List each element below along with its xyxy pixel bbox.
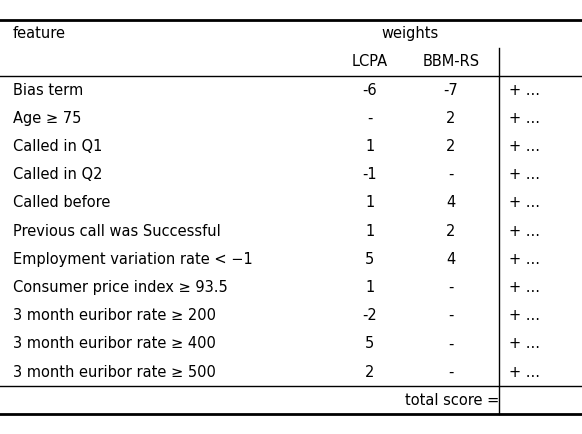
Text: 4: 4 bbox=[446, 252, 456, 267]
Text: -: - bbox=[448, 167, 454, 182]
Text: -: - bbox=[367, 111, 372, 126]
Text: Age ≥ 75: Age ≥ 75 bbox=[13, 111, 81, 126]
Text: BBM-RS: BBM-RS bbox=[423, 54, 480, 69]
Text: -1: -1 bbox=[362, 167, 377, 182]
Text: feature: feature bbox=[13, 26, 66, 41]
Text: Bias term: Bias term bbox=[13, 82, 83, 98]
Text: + ...: + ... bbox=[509, 308, 540, 323]
Text: 1: 1 bbox=[365, 195, 374, 210]
Text: + ...: + ... bbox=[509, 82, 540, 98]
Text: 3 month euribor rate ≥ 400: 3 month euribor rate ≥ 400 bbox=[13, 336, 216, 352]
Text: Called in Q1: Called in Q1 bbox=[13, 139, 102, 154]
Text: Called in Q2: Called in Q2 bbox=[13, 167, 102, 182]
Text: -: - bbox=[448, 280, 454, 295]
Text: 4: 4 bbox=[446, 195, 456, 210]
Text: 2: 2 bbox=[446, 139, 456, 154]
Text: -7: -7 bbox=[443, 82, 459, 98]
Text: + ...: + ... bbox=[509, 336, 540, 352]
Text: 3 month euribor rate ≥ 500: 3 month euribor rate ≥ 500 bbox=[13, 365, 216, 380]
Text: + ...: + ... bbox=[509, 111, 540, 126]
Text: -2: -2 bbox=[362, 308, 377, 323]
Text: + ...: + ... bbox=[509, 224, 540, 239]
Text: -: - bbox=[448, 308, 454, 323]
Text: 2: 2 bbox=[446, 111, 456, 126]
Text: + ...: + ... bbox=[509, 280, 540, 295]
Text: -: - bbox=[448, 336, 454, 352]
Text: 1: 1 bbox=[365, 139, 374, 154]
Text: 5: 5 bbox=[365, 336, 374, 352]
Text: + ...: + ... bbox=[509, 252, 540, 267]
Text: weights: weights bbox=[382, 26, 439, 41]
Text: 1: 1 bbox=[365, 224, 374, 239]
Text: + ...: + ... bbox=[509, 139, 540, 154]
Text: -6: -6 bbox=[362, 82, 377, 98]
Text: Previous call was Successful: Previous call was Successful bbox=[13, 224, 221, 239]
Text: -: - bbox=[448, 365, 454, 380]
Text: + ...: + ... bbox=[509, 195, 540, 210]
Text: total score =: total score = bbox=[404, 393, 499, 408]
Text: 5: 5 bbox=[365, 252, 374, 267]
Text: Called before: Called before bbox=[13, 195, 110, 210]
Text: 2: 2 bbox=[365, 365, 374, 380]
Text: + ...: + ... bbox=[509, 365, 540, 380]
Text: 3 month euribor rate ≥ 200: 3 month euribor rate ≥ 200 bbox=[13, 308, 216, 323]
Text: 1: 1 bbox=[365, 280, 374, 295]
Text: LCPA: LCPA bbox=[352, 54, 388, 69]
Text: Consumer price index ≥ 93.5: Consumer price index ≥ 93.5 bbox=[13, 280, 228, 295]
Text: Employment variation rate < −1: Employment variation rate < −1 bbox=[13, 252, 253, 267]
Text: + ...: + ... bbox=[509, 167, 540, 182]
Text: 2: 2 bbox=[446, 224, 456, 239]
